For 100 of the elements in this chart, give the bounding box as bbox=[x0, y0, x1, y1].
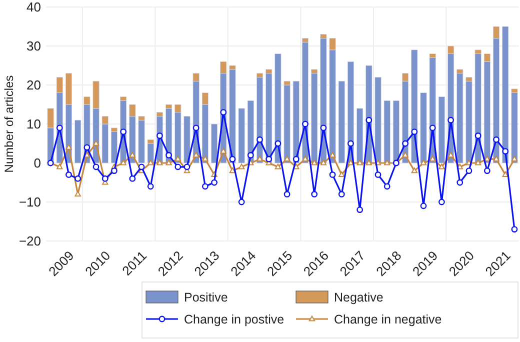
point bbox=[429, 124, 436, 132]
bar bbox=[284, 84, 290, 164]
point bbox=[438, 198, 445, 206]
point bbox=[302, 156, 308, 162]
point bbox=[111, 168, 118, 174]
point bbox=[274, 164, 282, 170]
point bbox=[56, 124, 63, 132]
point bbox=[202, 183, 208, 190]
point bbox=[66, 144, 72, 150]
point bbox=[320, 160, 327, 166]
point bbox=[202, 156, 208, 162]
y-axis-title: Number of articles bbox=[2, 75, 16, 173]
point bbox=[356, 206, 364, 213]
y-tick-label: −10 bbox=[18, 194, 41, 210]
bar bbox=[274, 54, 282, 164]
bar bbox=[456, 73, 464, 164]
point bbox=[474, 160, 482, 166]
point bbox=[329, 152, 336, 158]
point bbox=[502, 148, 509, 154]
point bbox=[148, 160, 154, 166]
point bbox=[92, 164, 100, 170]
point bbox=[402, 152, 408, 158]
legend-label: Change in postive bbox=[184, 312, 284, 326]
point bbox=[229, 168, 236, 174]
bar bbox=[356, 108, 364, 164]
point bbox=[92, 140, 100, 146]
point bbox=[120, 160, 126, 166]
point bbox=[220, 109, 227, 116]
bar bbox=[392, 100, 400, 164]
point bbox=[56, 164, 63, 170]
point bbox=[366, 116, 372, 124]
point bbox=[129, 152, 136, 158]
y-tick-label: 0 bbox=[34, 156, 41, 170]
point bbox=[147, 183, 154, 190]
point bbox=[247, 152, 254, 158]
point bbox=[292, 156, 300, 162]
bar bbox=[511, 92, 518, 164]
point bbox=[311, 191, 318, 198]
point bbox=[238, 164, 245, 170]
bar bbox=[238, 108, 245, 164]
point bbox=[220, 148, 226, 154]
bar bbox=[438, 96, 445, 164]
point bbox=[484, 168, 490, 174]
bar bbox=[374, 77, 382, 164]
point bbox=[238, 198, 245, 206]
point bbox=[511, 156, 518, 162]
bar bbox=[292, 80, 300, 164]
point bbox=[448, 116, 454, 124]
point bbox=[466, 168, 472, 174]
bar bbox=[502, 26, 509, 164]
point bbox=[174, 164, 182, 170]
point bbox=[448, 152, 454, 158]
point bbox=[166, 160, 172, 166]
bar bbox=[420, 92, 427, 164]
legend-label: Positive bbox=[184, 290, 228, 304]
bar bbox=[184, 116, 190, 164]
point bbox=[311, 160, 318, 166]
point bbox=[166, 152, 172, 158]
y-tick-label: 30 bbox=[26, 38, 41, 54]
point bbox=[456, 179, 464, 186]
point bbox=[493, 156, 500, 162]
point bbox=[284, 191, 290, 198]
point bbox=[429, 156, 436, 162]
point bbox=[384, 160, 390, 166]
point bbox=[274, 140, 282, 147]
point bbox=[338, 191, 345, 198]
point bbox=[74, 175, 82, 182]
bar bbox=[311, 73, 318, 164]
point bbox=[474, 132, 482, 139]
legend-label: Negative bbox=[334, 290, 384, 304]
point bbox=[420, 202, 427, 210]
bar bbox=[384, 100, 390, 164]
point bbox=[156, 160, 163, 166]
bar bbox=[466, 80, 472, 164]
point bbox=[420, 160, 427, 166]
bar bbox=[74, 120, 82, 164]
point bbox=[66, 172, 72, 178]
point bbox=[411, 168, 418, 174]
bar bbox=[138, 120, 145, 164]
point bbox=[266, 156, 272, 162]
bar bbox=[110, 132, 118, 164]
point bbox=[138, 164, 145, 170]
y-tick-label: 20 bbox=[26, 78, 41, 92]
bar bbox=[210, 124, 218, 164]
point bbox=[366, 160, 372, 166]
y-tick-label: −20 bbox=[18, 234, 41, 248]
point bbox=[120, 128, 127, 135]
point bbox=[192, 124, 200, 132]
bar bbox=[338, 80, 345, 164]
legend-label: Change in negative bbox=[334, 312, 442, 326]
point bbox=[84, 152, 90, 158]
point bbox=[402, 140, 408, 147]
point bbox=[411, 128, 418, 135]
point bbox=[493, 136, 500, 143]
point bbox=[211, 179, 218, 186]
point bbox=[84, 144, 90, 151]
point bbox=[192, 152, 200, 158]
point bbox=[229, 156, 236, 162]
point bbox=[384, 183, 390, 190]
point bbox=[129, 175, 136, 182]
